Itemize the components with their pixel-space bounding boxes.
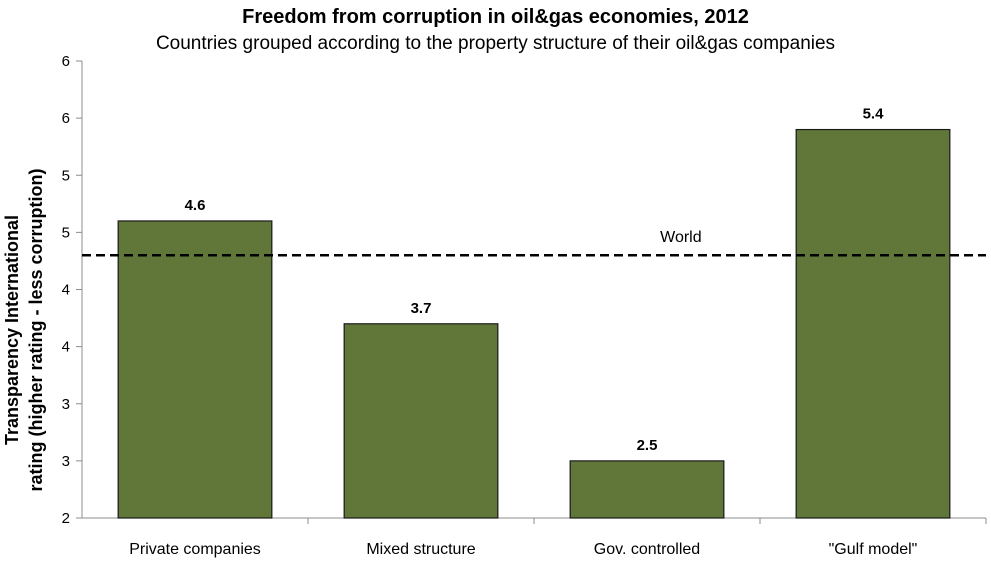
y-tick-label: 2 [62,510,70,527]
bar-value-label: 3.7 [411,300,432,317]
bar-value-label: 2.5 [637,437,658,454]
x-category-label: "Gulf model" [829,541,918,558]
chart-subtitle: Countries grouped according to the prope… [155,33,836,54]
y-tick-label: 4 [62,282,70,299]
x-category-label: Gov. controlled [594,541,700,558]
bar-value-label: 4.6 [185,197,206,214]
bar [343,323,499,519]
y-tick-label: 4 [62,339,70,356]
y-tick-label: 3 [62,396,70,413]
bar [117,220,273,519]
world-reference-label: World [660,229,702,246]
y-tick-label: 6 [62,110,70,127]
y-tick-label: 3 [62,453,70,470]
bar [569,460,725,519]
x-category-label: Mixed structure [366,541,475,558]
y-tick-label: 5 [62,224,70,241]
y-tick-label: 5 [62,167,70,184]
y-tick-label: 6 [62,53,70,70]
chart-title: Freedom from corruption in oil&gas econo… [242,6,749,28]
x-category-label: Private companies [129,541,261,558]
bar [795,128,951,519]
bar-value-label: 5.4 [863,106,885,123]
